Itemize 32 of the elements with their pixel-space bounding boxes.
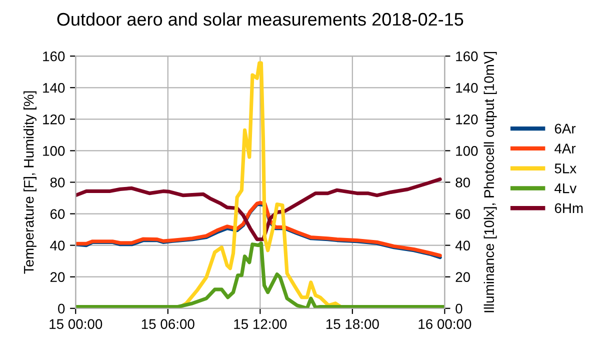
y-tick-label: 60	[50, 209, 65, 219]
y2-tick-label: 80	[456, 178, 470, 188]
y2-tick-label: 0	[456, 304, 462, 314]
y2-tick-label: 140	[456, 82, 478, 93]
y-tick-label: 160	[43, 51, 65, 62]
y2-tick-label: 60	[456, 209, 470, 219]
y-axis-title: Temperature [F], Humidity [%]	[24, 91, 36, 274]
y-tick-label: 0	[58, 304, 65, 314]
y2-tick-label: 20	[456, 272, 470, 282]
y-tick-label: 20	[50, 272, 65, 282]
y-tick-label: 80	[50, 178, 65, 188]
y2-axis-title: Illuminance [10lx], Photocell output [10mV]	[484, 52, 497, 312]
line-series	[76, 177, 442, 242]
y2-tick-label: 40	[455, 240, 470, 250]
legend-label: 5Lx	[554, 164, 576, 174]
y-tick-label: 120	[43, 114, 65, 124]
y2-tick-label: 160	[456, 51, 478, 62]
legend-label: 4Ar	[554, 144, 576, 154]
x-tick-label: 15 06:00	[142, 319, 194, 329]
x-tick-label: 16 00:00	[418, 319, 472, 329]
x-tick-label: 15 18:00	[326, 319, 379, 329]
y-tick-label: 100	[43, 146, 65, 156]
legend-label: 6Hm	[554, 203, 583, 214]
y-tick-label: 40	[50, 240, 65, 250]
legend-label: 4Lv	[554, 184, 577, 194]
legend-label: 6Ar	[554, 124, 576, 134]
chart-title: Outdoor aero and solar measurements 2018-02-15	[57, 12, 464, 26]
x-tick-label: 15 00:00	[50, 319, 102, 329]
x-tick-label: 15 12:00	[234, 319, 287, 329]
y2-tick-label: 100	[456, 146, 478, 156]
y2-tick-label: 120	[456, 114, 478, 124]
y-tick-label: 140	[43, 82, 65, 93]
